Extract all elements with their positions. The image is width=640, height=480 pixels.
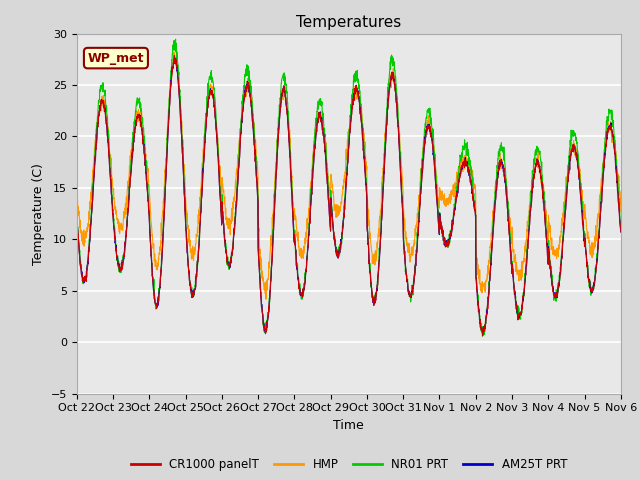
AM25T PRT xyxy=(73,215,81,220)
HMP xyxy=(73,188,81,194)
Line: NR01 PRT: NR01 PRT xyxy=(77,39,621,336)
NR01 PRT xyxy=(365,240,372,245)
AM25T PRT xyxy=(617,229,625,235)
AM25T PRT xyxy=(479,331,486,337)
AM25T PRT xyxy=(508,261,515,266)
HMP xyxy=(508,233,515,239)
HMP xyxy=(570,144,577,150)
Line: CR1000 panelT: CR1000 panelT xyxy=(77,56,621,336)
NR01 PRT xyxy=(479,333,486,339)
Title: Temperatures: Temperatures xyxy=(296,15,401,30)
HMP xyxy=(365,222,372,228)
AM25T PRT xyxy=(365,246,372,252)
X-axis label: Time: Time xyxy=(333,419,364,432)
HMP xyxy=(225,222,232,228)
HMP xyxy=(262,296,270,302)
NR01 PRT xyxy=(73,208,81,214)
CR1000 panelT xyxy=(617,229,625,235)
Y-axis label: Temperature (C): Temperature (C) xyxy=(32,163,45,264)
Line: AM25T PRT: AM25T PRT xyxy=(77,57,621,334)
NR01 PRT xyxy=(376,230,384,236)
AM25T PRT xyxy=(376,238,384,244)
AM25T PRT xyxy=(584,273,592,278)
CR1000 panelT xyxy=(225,263,232,268)
Text: WP_met: WP_met xyxy=(88,51,144,65)
HMP xyxy=(170,49,178,55)
CR1000 panelT xyxy=(570,142,577,148)
CR1000 panelT xyxy=(508,262,515,267)
Legend: CR1000 panelT, HMP, NR01 PRT, AM25T PRT: CR1000 panelT, HMP, NR01 PRT, AM25T PRT xyxy=(126,454,572,476)
CR1000 panelT xyxy=(170,53,178,59)
NR01 PRT xyxy=(570,133,577,139)
NR01 PRT xyxy=(172,36,179,42)
HMP xyxy=(377,209,385,215)
HMP xyxy=(617,209,625,215)
NR01 PRT xyxy=(617,225,625,230)
Line: HMP: HMP xyxy=(77,52,621,299)
AM25T PRT xyxy=(225,262,232,267)
CR1000 panelT xyxy=(584,273,592,278)
CR1000 panelT xyxy=(73,216,81,221)
AM25T PRT xyxy=(171,54,179,60)
NR01 PRT xyxy=(584,271,592,277)
CR1000 panelT xyxy=(365,245,372,251)
AM25T PRT xyxy=(570,142,577,148)
NR01 PRT xyxy=(225,260,232,266)
HMP xyxy=(584,234,592,240)
NR01 PRT xyxy=(508,253,515,259)
CR1000 panelT xyxy=(479,333,486,339)
CR1000 panelT xyxy=(376,237,384,242)
